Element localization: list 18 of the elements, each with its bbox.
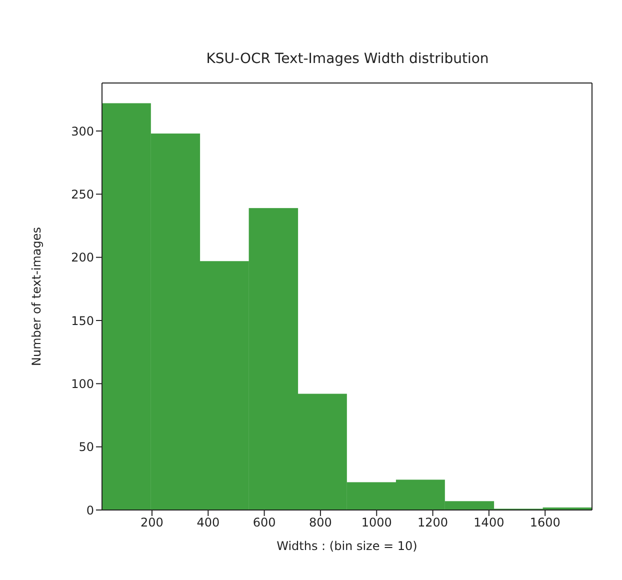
x-tick-label: 1200	[418, 516, 448, 530]
y-axis-title: Number of text-images	[29, 226, 44, 366]
chart-title: KSU-OCR Text-Images Width distribution	[206, 51, 489, 67]
y-tick-label: 50	[78, 440, 94, 454]
x-tick-label: 800	[309, 516, 332, 530]
x-tick-label: 1400	[474, 516, 504, 530]
y-tick-label: 0	[86, 503, 94, 518]
x-tick-label: 600	[252, 516, 276, 530]
x-tick-label: 1000	[361, 516, 392, 530]
x-tick-label: 1600	[530, 516, 560, 530]
y-tick-label: 150	[71, 314, 94, 328]
y-tick-label: 250	[71, 187, 94, 202]
y-tick-label: 200	[71, 250, 94, 265]
y-tick-label: 100	[71, 376, 94, 391]
y-tick-label: 300	[71, 124, 94, 138]
x-axis-title: Widths : (bin size = 10)	[276, 539, 418, 553]
x-tick-label: 400	[196, 516, 220, 530]
x-tick-label: 200	[140, 516, 164, 530]
